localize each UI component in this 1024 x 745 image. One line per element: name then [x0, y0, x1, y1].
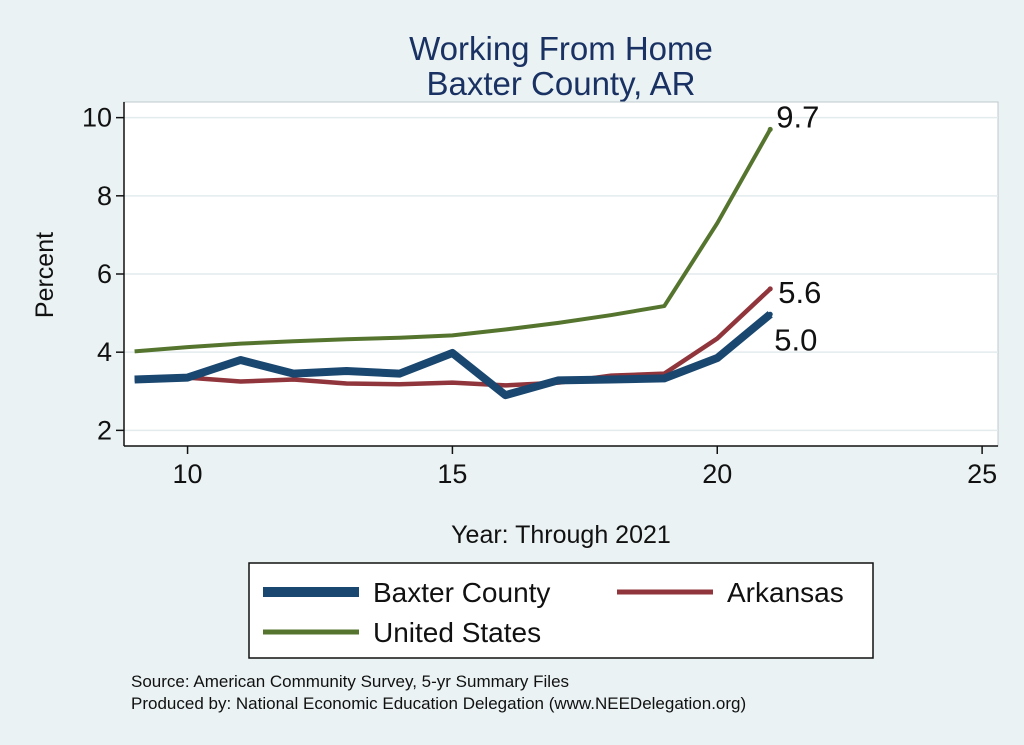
series-endpoint-baxter-county	[767, 311, 773, 317]
series-line-united-states	[134, 128, 772, 354]
chart-title-line-2: Baxter County, AR	[426, 65, 695, 102]
axes: 2 4 6 8 10 10 15 20 25	[82, 102, 998, 489]
x-tick-label: 20	[702, 459, 732, 489]
y-axis-title: Percent	[31, 232, 59, 318]
x-tick-label: 10	[173, 459, 203, 489]
end-label-arkansas: 5.6	[778, 275, 821, 310]
x-axis-title: Year: Through 2021	[451, 521, 671, 549]
legend-label-baxter-county: Baxter County	[373, 577, 550, 608]
y-tick-label: 10	[82, 103, 112, 133]
end-labels: 9.7 5.6 5.0	[774, 99, 821, 357]
series-line-arkansas	[134, 287, 772, 388]
chart-title-line-1: Working From Home	[409, 30, 713, 67]
legend-label-arkansas: Arkansas	[727, 577, 844, 608]
end-label-baxter-county: 5.0	[774, 322, 817, 357]
legend-label-united-states: United States	[373, 617, 541, 648]
x-tick-label: 15	[437, 459, 467, 489]
y-tick-label: 8	[97, 181, 112, 211]
series-endpoint-arkansas	[767, 286, 773, 292]
source-line-1: Source: American Community Survey, 5-yr …	[131, 672, 569, 691]
source-line-2: Produced by: National Economic Education…	[131, 694, 746, 713]
gridlines	[124, 116, 998, 432]
y-tick-label: 2	[97, 415, 112, 445]
x-tick-label: 25	[967, 459, 997, 489]
series-lines	[134, 126, 773, 400]
y-tick-label: 6	[97, 259, 112, 289]
end-label-united-states: 9.7	[776, 99, 819, 134]
legend-box	[248, 562, 874, 659]
y-tick-label: 4	[97, 337, 112, 367]
legend: Baxter County Arkansas United States	[263, 577, 844, 648]
series-endpoint-united-states	[767, 126, 773, 132]
series-line-baxter-county	[134, 311, 773, 400]
